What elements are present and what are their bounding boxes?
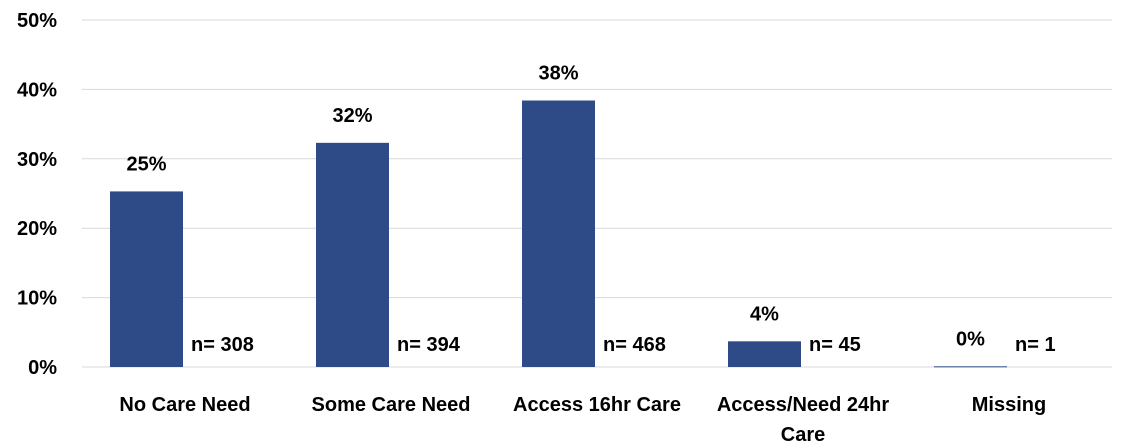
category-label: Access 16hr Care: [513, 394, 681, 416]
n-count-label: n= 394: [397, 334, 461, 356]
category-label: Missing: [972, 394, 1046, 416]
y-tick-label: 20%: [17, 218, 57, 240]
category-label: Some Care Need: [312, 394, 471, 416]
category-label: Care: [781, 424, 825, 446]
n-count-label: n= 308: [191, 334, 254, 356]
bar: [316, 142, 389, 367]
gridlines: [82, 19, 1112, 368]
data-label: 32%: [332, 105, 372, 127]
category-label: No Care Need: [119, 394, 250, 416]
n-count-label: n= 45: [809, 334, 861, 356]
bar: [934, 366, 1007, 368]
bars: [110, 100, 1007, 368]
category-label: Access/Need 24hr: [717, 394, 890, 416]
y-axis-tick-labels: 0% 10% 20% 30% 40% 50%: [17, 10, 57, 379]
y-tick-label: 0%: [28, 357, 57, 379]
bar: [110, 191, 183, 367]
x-axis-category-labels: No Care Need Some Care Need Access 16hr Ca…: [119, 394, 1046, 446]
data-label: 25%: [126, 153, 166, 175]
data-label: 4%: [750, 303, 779, 325]
data-label: 0%: [956, 328, 985, 350]
bar: [728, 341, 801, 367]
y-tick-label: 40%: [17, 79, 57, 101]
n-count-label: n= 1: [1015, 334, 1056, 356]
data-label: 38%: [538, 63, 578, 85]
y-tick-label: 50%: [17, 10, 57, 32]
bar: [522, 100, 595, 367]
n-count-label: n= 468: [603, 334, 666, 356]
y-tick-label: 30%: [17, 149, 57, 171]
data-labels: 25% n= 308 32% n= 394 38% n= 468 4% n= 45 0% n= 1: [126, 63, 1055, 356]
y-tick-label: 10%: [17, 288, 57, 310]
